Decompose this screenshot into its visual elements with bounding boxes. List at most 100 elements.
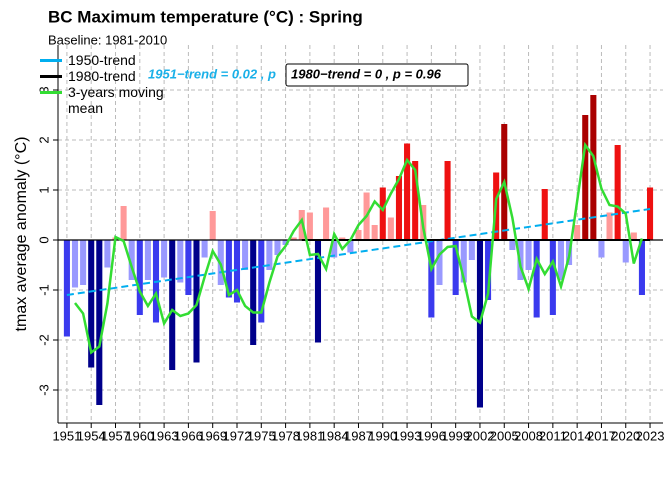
x-tick-label: 2011 (539, 428, 567, 443)
bar (590, 95, 597, 240)
x-tick-label: 2005 (490, 428, 519, 443)
bar (258, 240, 265, 323)
x-tick-label: 1996 (417, 428, 446, 443)
bar (169, 240, 176, 370)
bar (144, 240, 151, 280)
x-tick-label: 1975 (247, 428, 276, 443)
bar (638, 240, 645, 295)
bar (379, 187, 386, 240)
bar (452, 240, 459, 295)
x-tick-label: 1957 (101, 428, 130, 443)
bar (80, 240, 87, 285)
bar (323, 207, 330, 240)
legend-label: 1950-trend (68, 52, 136, 68)
bar (177, 240, 184, 283)
bar (104, 240, 111, 268)
bar (209, 211, 216, 240)
bar (233, 240, 241, 303)
bar (622, 240, 629, 263)
bar (136, 240, 143, 315)
bar (647, 187, 654, 240)
y-tick-label: -2 (36, 334, 51, 346)
bar (485, 240, 492, 300)
series-line (74, 141, 644, 355)
bar (290, 237, 297, 240)
y-tick-label: 2 (36, 136, 51, 143)
bar (525, 240, 532, 270)
bar (88, 240, 95, 368)
y-tick-label: 3 (36, 86, 51, 93)
bar (533, 240, 540, 318)
x-tick-label: 1981 (295, 428, 324, 443)
bar (606, 212, 613, 240)
bar (314, 240, 322, 343)
bar (242, 240, 249, 270)
x-tick-label: 2017 (587, 428, 616, 443)
x-tick-label: 1999 (441, 428, 470, 443)
legend-item: 3-years moving mean (40, 84, 180, 116)
annotation: 1951−trend = 0.02 , p (148, 66, 276, 81)
bar (630, 232, 637, 240)
x-tick-label: 1960 (125, 428, 154, 443)
y-tick-label: 1 (36, 186, 51, 193)
bar (306, 212, 313, 240)
bar (201, 240, 208, 258)
bar (404, 143, 411, 240)
bar (161, 240, 168, 278)
bar (120, 206, 127, 240)
y-tick-label: -1 (36, 284, 51, 296)
legend-label: 1980-trend (68, 68, 136, 84)
bar (96, 240, 103, 405)
bar (541, 189, 548, 240)
bar (460, 240, 467, 283)
x-tick-label: 1951 (52, 428, 81, 443)
bar (128, 240, 135, 280)
x-tick-label: 2023 (636, 428, 665, 443)
annotation: 1980−trend = 0 , p = 0.96 (291, 66, 442, 81)
y-axis-label: tmax average anomaly (°C) (13, 137, 30, 332)
bar (436, 240, 443, 285)
bar (412, 161, 419, 240)
x-tick-label: 1993 (393, 428, 422, 443)
x-tick-label: 1987 (344, 428, 373, 443)
x-tick-label: 1972 (223, 428, 252, 443)
legend: 1950-trend 1980-trend 3-years moving mean (40, 52, 180, 116)
bar (444, 161, 451, 240)
bar (274, 240, 281, 255)
legend-swatch (40, 75, 62, 78)
bar (331, 240, 338, 258)
x-tick-label: 1978 (271, 428, 300, 443)
legend-item: 1950-trend (40, 52, 180, 68)
bar (557, 240, 564, 280)
x-tick-label: 1969 (198, 428, 227, 443)
bar (549, 240, 556, 315)
bar (63, 240, 70, 337)
bar (598, 240, 605, 258)
x-tick-label: 2020 (611, 428, 640, 443)
bar (371, 225, 378, 240)
y-tick-label: -3 (36, 384, 51, 396)
bar (614, 145, 621, 240)
x-tick-label: 2002 (466, 428, 495, 443)
x-tick-label: 2008 (514, 428, 543, 443)
x-tick-label: 1984 (320, 428, 349, 443)
bar (387, 217, 394, 240)
x-tick-label: 1954 (77, 428, 106, 443)
bar (509, 240, 516, 250)
bar (347, 240, 354, 253)
bar (250, 240, 257, 345)
x-tick-label: 1963 (150, 428, 179, 443)
bar (355, 230, 362, 240)
bar (582, 115, 589, 240)
x-tick-label: 1990 (368, 428, 397, 443)
bar (71, 240, 79, 288)
bar (266, 240, 273, 270)
x-tick-label: 1966 (174, 428, 203, 443)
x-tick-label: 2014 (563, 428, 592, 443)
legend-item: 1980-trend (40, 68, 180, 84)
chart-title: BC Maximum temperature (°C) : Spring (48, 7, 363, 26)
legend-swatch (40, 59, 62, 62)
bar (225, 240, 232, 298)
